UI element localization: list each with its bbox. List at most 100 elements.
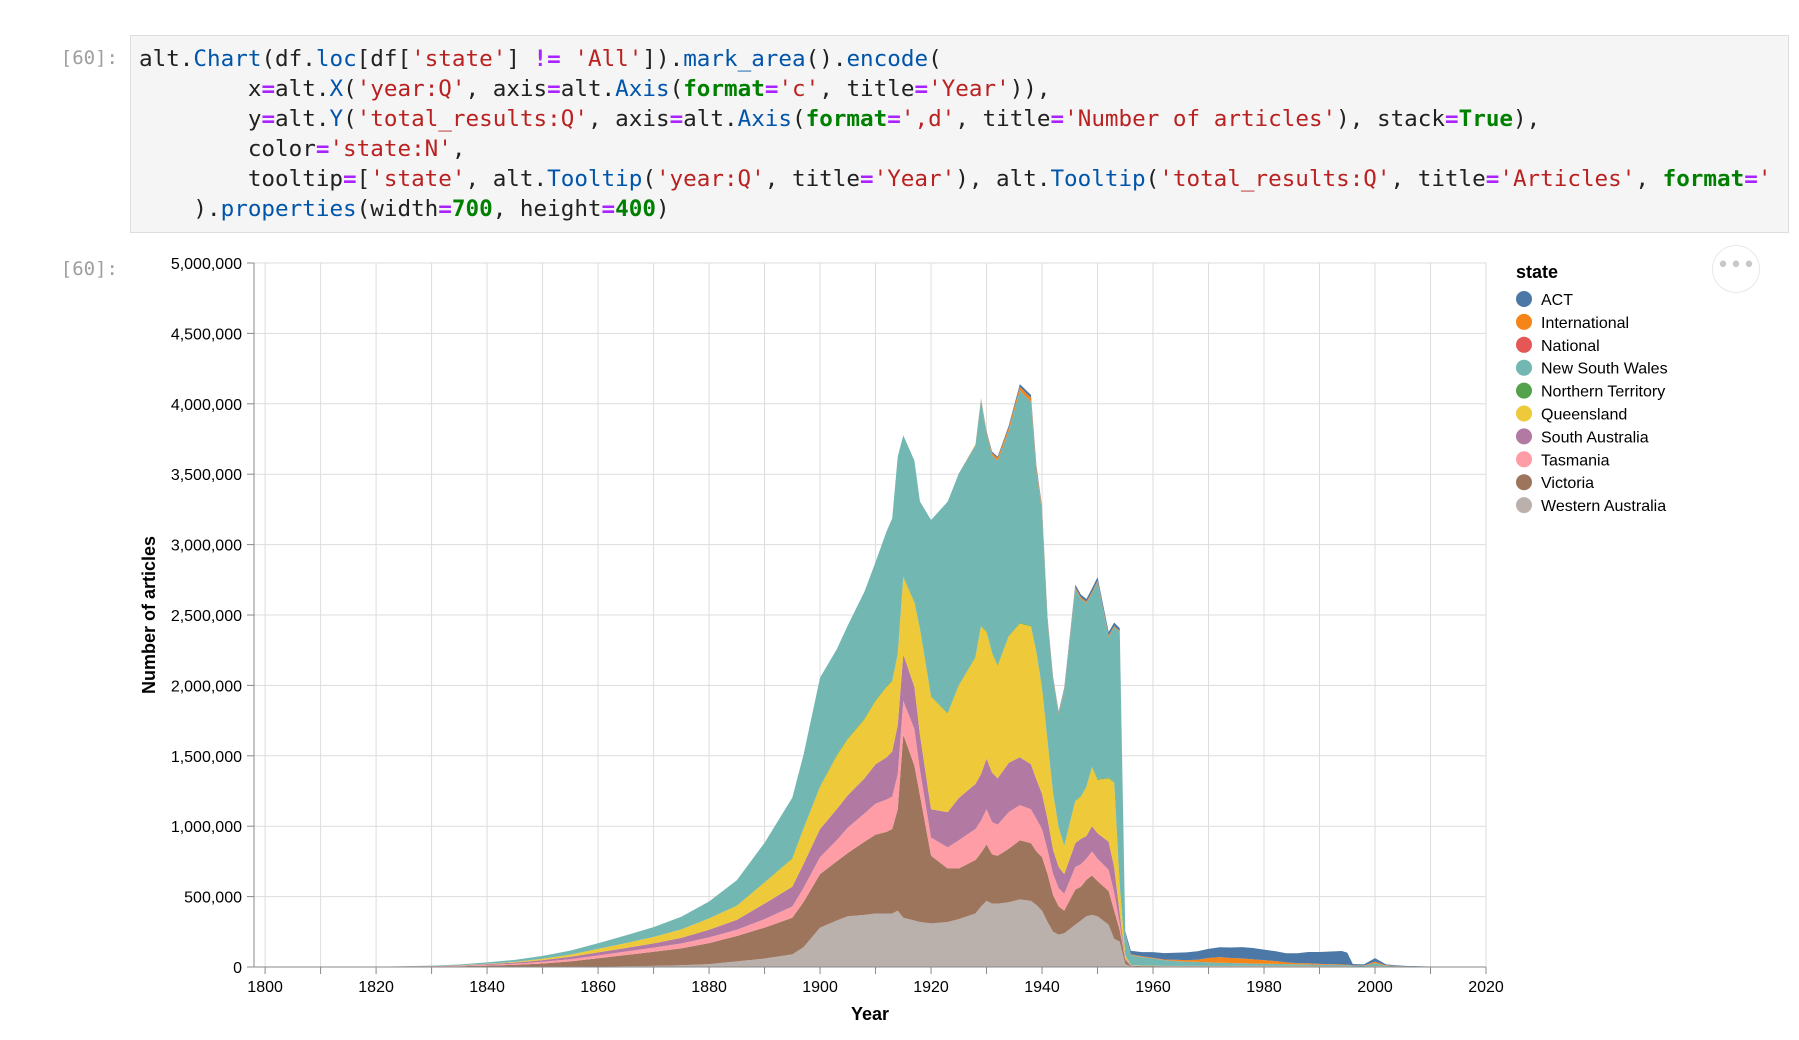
code-token: X xyxy=(329,76,344,102)
code-token: Axis xyxy=(737,106,793,132)
code-token: = xyxy=(1744,166,1758,192)
x-tick-label: 2000 xyxy=(1357,979,1393,996)
code-token: [ xyxy=(356,166,371,192)
code-token: , title xyxy=(955,106,1051,132)
code-token: ), xyxy=(1513,106,1541,132)
code-token: = xyxy=(547,76,561,102)
code-token: = xyxy=(601,196,616,222)
legend: state ACT International National New South W… xyxy=(1516,262,1668,515)
code-cell[interactable]: alt.Chart(df.loc[df['state'] != 'All']).… xyxy=(130,35,1789,233)
code-token: Y xyxy=(329,106,344,132)
code-token: ) xyxy=(655,196,670,222)
code-line: ).properties(width=700, height=400) xyxy=(139,194,1780,224)
code-token: = xyxy=(1445,106,1459,132)
code-token: , title xyxy=(1390,166,1486,192)
y-tick-label: 500,000 xyxy=(184,890,242,907)
code-token: alt. xyxy=(139,46,194,72)
code-token: = xyxy=(1050,106,1065,132)
code-token: != xyxy=(533,46,561,72)
code-token: = xyxy=(669,106,684,132)
y-tick-label: 5,000,000 xyxy=(171,256,242,273)
legend-label: South Australia xyxy=(1541,429,1649,446)
y-tick-label: 1,500,000 xyxy=(171,749,242,766)
code-token: 'Year' xyxy=(873,166,956,192)
code-token: 'year:Q' xyxy=(655,166,765,192)
legend-swatch xyxy=(1516,313,1532,330)
code-token: ( xyxy=(343,106,357,132)
x-tick-label: 2020 xyxy=(1468,979,1504,996)
y-tick-label: 2,500,000 xyxy=(171,608,242,625)
legend-swatch xyxy=(1516,474,1532,491)
code-editor[interactable]: alt.Chart(df.loc[df['state'] != 'All']).… xyxy=(131,36,1788,224)
code-line: alt.Chart(df.loc[df['state'] != 'All']).… xyxy=(139,44,1780,74)
code-token: 700 xyxy=(451,196,493,222)
input-prompt: [60]: xyxy=(60,47,118,69)
legend-label: ACT xyxy=(1541,292,1573,309)
code-token: 'state:N' xyxy=(329,136,452,162)
code-token: 'total_results:Q' xyxy=(1159,166,1391,192)
code-token: = xyxy=(438,196,452,222)
legend-swatch xyxy=(1516,382,1532,399)
code-token: [df[ xyxy=(356,46,412,72)
code-token: ]). xyxy=(642,46,684,72)
code-token: )), xyxy=(1009,76,1051,102)
area-series xyxy=(265,384,1486,967)
code-token: ), alt. xyxy=(955,166,1051,192)
code-token: True xyxy=(1458,106,1514,132)
y-axis-title: Number of articles xyxy=(139,536,159,694)
legend-swatch xyxy=(1516,405,1532,422)
code-token: ',d' xyxy=(900,106,956,132)
code-token: ), stack xyxy=(1336,106,1445,132)
code-token: (df. xyxy=(261,46,316,72)
area-victoria xyxy=(265,734,1486,967)
code-token: y xyxy=(139,106,262,132)
code-token: , alt. xyxy=(465,166,548,192)
code-token: , axis xyxy=(587,106,670,132)
chart-actions-button[interactable]: ••• xyxy=(1712,245,1760,293)
y-tick-label: 3,000,000 xyxy=(171,538,242,555)
code-line: tooltip = ['state', alt.Tooltip('year:Q' , … xyxy=(139,164,1780,194)
code-line: color='state:N', xyxy=(139,134,1780,164)
code-token: Tooltip xyxy=(547,166,643,192)
code-token: format xyxy=(683,76,765,102)
code-token: = xyxy=(914,76,929,102)
code-token: Chart xyxy=(193,46,262,72)
code-token: 'state' xyxy=(411,46,507,72)
legend-label: Queensland xyxy=(1541,407,1627,424)
legend-swatch xyxy=(1516,428,1532,445)
code-token: = xyxy=(261,106,276,132)
legend-swatch xyxy=(1516,451,1532,468)
code-token: Axis xyxy=(615,76,670,102)
legend-label: Western Australia xyxy=(1541,498,1666,515)
code-token: ( xyxy=(792,106,806,132)
legend-label: National xyxy=(1541,338,1600,355)
code-token: format xyxy=(805,106,888,132)
x-tick-label: 1820 xyxy=(358,979,394,996)
code-token: ( xyxy=(642,166,656,192)
code-token: x xyxy=(139,76,262,102)
code-token: = xyxy=(261,76,276,102)
code-token: ). xyxy=(139,196,221,222)
code-token: mark_area xyxy=(683,46,806,72)
code-line: x=alt.X('year:Q', axis=alt.Axis(format='… xyxy=(139,74,1780,104)
code-token: alt. xyxy=(275,76,330,102)
legend-label: Tasmania xyxy=(1541,452,1610,469)
code-token: ] xyxy=(506,46,534,72)
legend-swatch xyxy=(1516,359,1532,376)
x-tick-label: 1920 xyxy=(913,979,949,996)
code-token: tooltip xyxy=(139,166,344,192)
legend-label: Victoria xyxy=(1541,475,1594,492)
code-token: = xyxy=(859,166,874,192)
code-token: , title xyxy=(819,76,915,102)
y-tick-label: 3,500,000 xyxy=(171,467,242,484)
y-tick-label: 2,000,000 xyxy=(171,678,242,695)
x-tick-label: 1940 xyxy=(1024,979,1060,996)
y-tick-label: 1,000,000 xyxy=(171,819,242,836)
code-token: alt. xyxy=(683,106,738,132)
code-line: y=alt.Y('total_results:Q', axis=alt.Axis… xyxy=(139,104,1780,134)
code-token: 'state' xyxy=(370,166,466,192)
code-token: alt. xyxy=(275,106,330,132)
x-tick-label: 1840 xyxy=(469,979,505,996)
code-token: = xyxy=(764,76,779,102)
code-token: 'c' xyxy=(778,76,820,102)
